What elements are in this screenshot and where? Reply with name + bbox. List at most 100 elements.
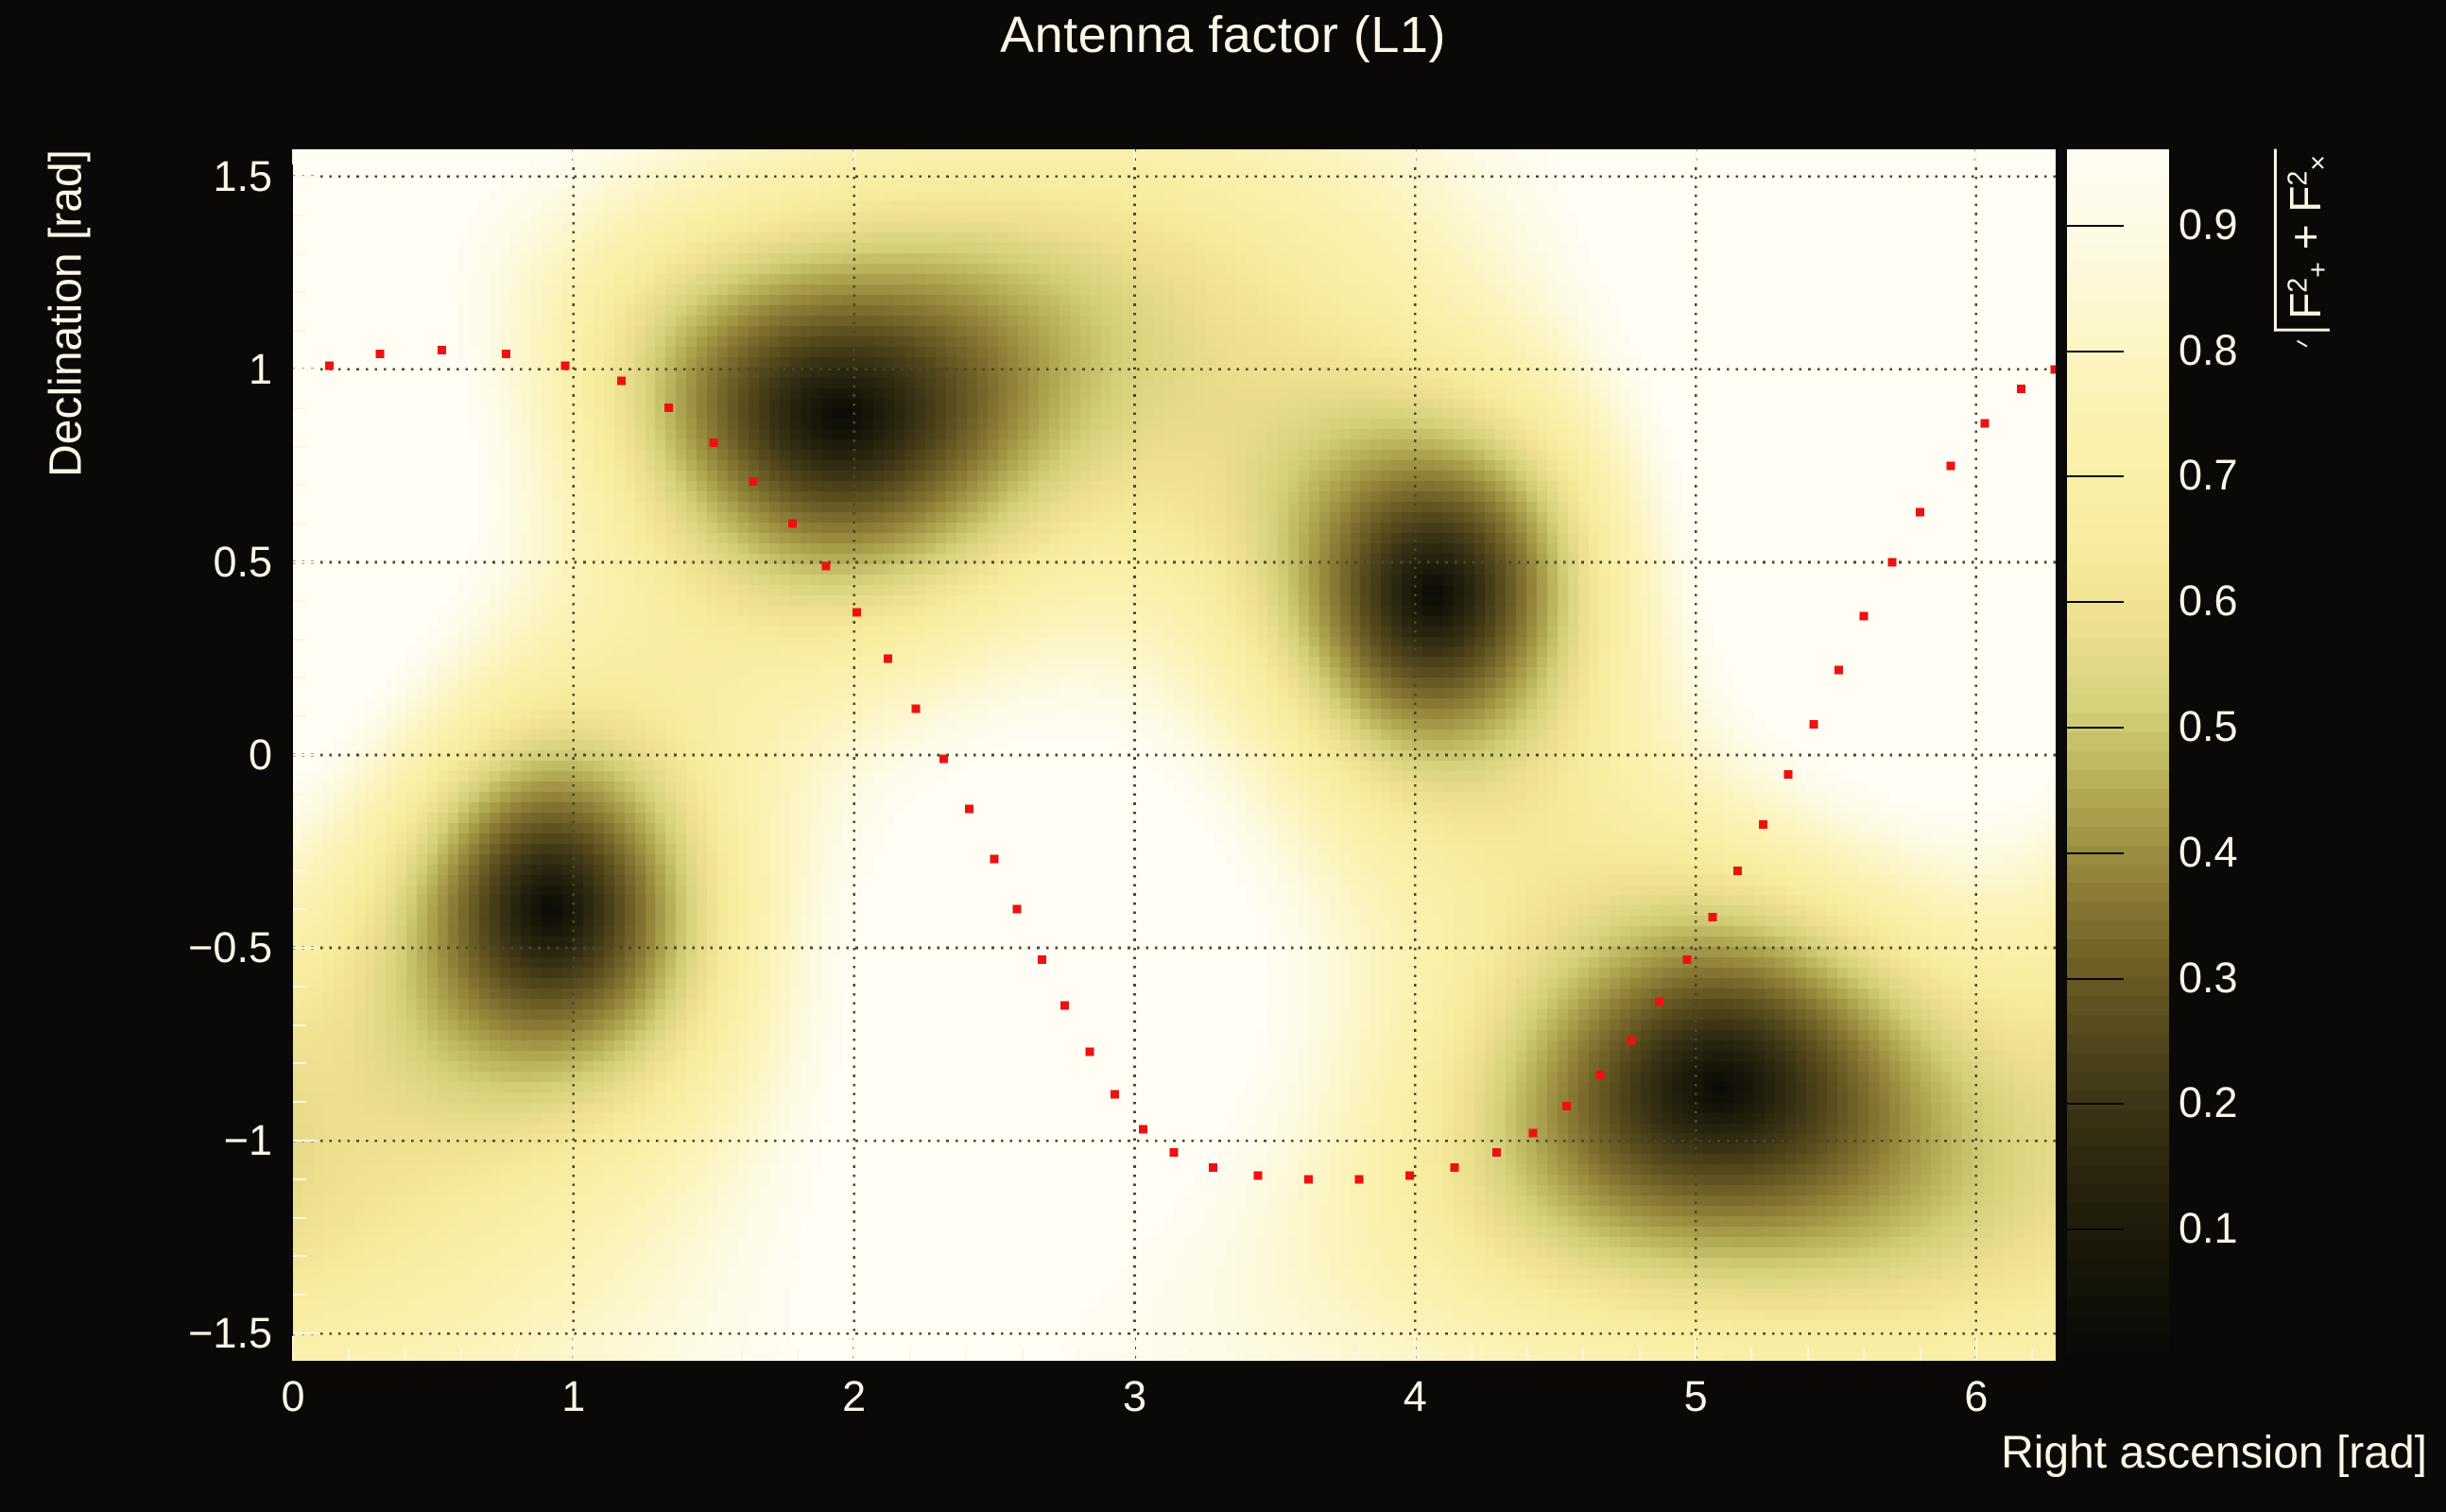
colorbar-tick <box>2067 224 2124 227</box>
y-tick <box>293 560 318 563</box>
curve-marker <box>1491 1147 1501 1157</box>
x-minor-tick <box>1301 1348 1304 1361</box>
curve-marker <box>939 754 949 764</box>
curve-marker <box>1682 954 1692 964</box>
curve-marker <box>853 608 862 617</box>
colorbar-tick <box>2067 601 2124 604</box>
x-axis-title: Right ascension [rad] <box>2001 1428 2427 1478</box>
x-tick <box>1414 1336 1417 1361</box>
x-minor-tick <box>1919 1348 1921 1361</box>
curve-marker <box>560 361 570 370</box>
curve-marker <box>1209 1163 1218 1173</box>
curve-marker <box>616 376 626 386</box>
curve-marker <box>1834 665 1843 675</box>
x-minor-tick <box>1189 1348 1192 1361</box>
y-axis-title-text: Declination [rad] <box>41 149 92 477</box>
curve-marker <box>1038 954 1047 964</box>
curve-marker <box>1916 507 1925 517</box>
y-tick <box>293 1332 318 1335</box>
curve-marker <box>1980 419 1990 428</box>
x-minor-tick <box>909 1348 911 1361</box>
x-tick-top <box>1133 149 1136 164</box>
y-minor-tick <box>293 715 306 718</box>
y-minor-tick <box>293 638 306 641</box>
colorbar-title-text: F2+ + F2× <box>2273 149 2334 347</box>
x-minor-tick <box>1582 1348 1585 1361</box>
curve-marker <box>1085 1047 1094 1057</box>
x-tick <box>572 1336 575 1361</box>
y-minor-tick <box>293 1216 306 1219</box>
x-minor-tick <box>2031 1348 2034 1361</box>
y-minor-tick <box>293 1101 306 1104</box>
curve-marker <box>1946 461 1955 471</box>
curve-marker <box>787 519 797 528</box>
y-tick <box>293 175 318 178</box>
curve-marker <box>1627 1036 1636 1045</box>
x-minor-tick <box>348 1348 351 1361</box>
x-minor-tick <box>1863 1348 1866 1361</box>
x-tick-label: 5 <box>1683 1372 1708 1420</box>
y-minor-tick <box>293 291 306 294</box>
curve-marker <box>437 346 446 355</box>
gridlines <box>293 149 2056 1361</box>
curve-marker <box>1562 1101 1572 1110</box>
x-minor-tick <box>1021 1348 1024 1361</box>
curve-marker <box>1809 719 1818 729</box>
y-minor-tick <box>293 406 306 409</box>
x-tick-label: 4 <box>1403 1372 1427 1420</box>
x-minor-tick <box>516 1348 519 1361</box>
y-tick-label: −0.5 <box>188 923 272 972</box>
y-minor-tick <box>293 677 306 679</box>
x-tick <box>1133 1336 1136 1361</box>
y-minor-tick <box>293 985 306 988</box>
x-tick-label: 6 <box>1964 1372 1989 1420</box>
x-tick-top <box>1695 149 1697 164</box>
curve-marker <box>911 704 921 713</box>
colorbar-tick <box>2067 851 2124 854</box>
x-tick-label: 3 <box>1122 1372 1146 1420</box>
curve-marker <box>1655 997 1664 1006</box>
x-tick <box>1974 1336 1977 1361</box>
curve-marker <box>2050 365 2056 374</box>
y-tick-label: 1 <box>248 344 272 393</box>
colorbar-tick <box>2067 1103 2124 1106</box>
curve-marker <box>1733 866 1743 875</box>
curve-marker <box>375 350 385 359</box>
y-minor-tick <box>293 1294 306 1297</box>
curve-marker <box>1253 1171 1263 1180</box>
x-minor-tick <box>1470 1348 1473 1361</box>
curve-marker <box>1758 819 1767 829</box>
y-tick <box>293 947 318 950</box>
y-minor-tick <box>293 599 306 602</box>
x-tick-label: 0 <box>281 1372 305 1420</box>
y-minor-tick <box>293 869 306 872</box>
y-minor-tick <box>293 831 306 833</box>
curve-marker <box>1059 1001 1069 1010</box>
colorbar-tick <box>2067 977 2124 980</box>
curve-marker <box>1887 558 1897 567</box>
curve-marker <box>325 361 335 370</box>
plot-area <box>293 149 2056 1361</box>
colorbar-tick-label: 0.1 <box>2179 1204 2238 1253</box>
x-minor-tick <box>1526 1348 1529 1361</box>
y-minor-tick <box>293 908 306 911</box>
y-minor-tick <box>293 484 306 487</box>
curve-marker <box>821 561 831 571</box>
curve-marker <box>664 404 674 413</box>
curve-marker <box>1169 1147 1179 1157</box>
y-tick-label: 0.5 <box>213 537 272 586</box>
y-tick-label: 1.5 <box>213 151 272 200</box>
colorbar-ticks: 0.1 0.2 0.3 0.4 0.5 0.6 0.7 0.8 0.9 <box>2067 149 2238 1354</box>
x-minor-tick <box>460 1348 463 1361</box>
colorbar-tick-label: 0.8 <box>2179 325 2238 374</box>
y-minor-tick <box>293 523 306 525</box>
x-minor-tick <box>1077 1348 1080 1361</box>
curve-marker <box>1783 769 1793 779</box>
x-minor-tick <box>1750 1348 1753 1361</box>
curve-marker <box>1859 611 1869 621</box>
colorbar-tick-label: 0.9 <box>2179 199 2238 249</box>
x-minor-tick <box>1638 1348 1641 1361</box>
curve-marker <box>502 350 511 359</box>
x-minor-tick <box>629 1348 631 1361</box>
y-tick <box>293 368 318 370</box>
